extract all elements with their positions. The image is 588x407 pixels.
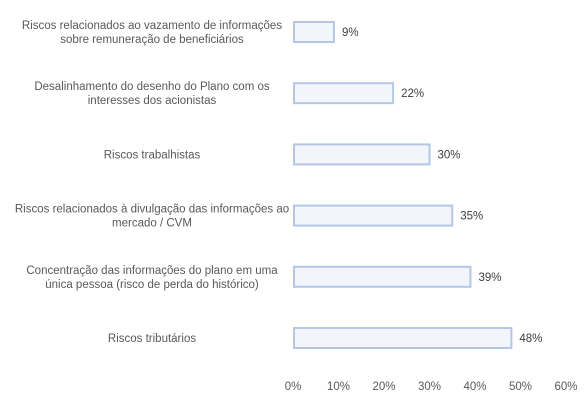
- x-tick-label: 60%: [554, 381, 577, 393]
- value-label: 35%: [460, 211, 483, 223]
- category-label-line: única pessoa (risco de perda do históric…: [45, 279, 259, 291]
- category-label-line: interesses dos acionistas: [88, 95, 217, 107]
- bar-3: [293, 204, 454, 227]
- category-labels: Riscos relacionados ao vazamento de info…: [15, 20, 289, 345]
- bar-5: [293, 327, 513, 349]
- category-label-line: Riscos relacionados à divulgação das inf…: [15, 204, 289, 216]
- category-label: Concentração das informações do plano em…: [26, 265, 278, 291]
- value-label: 30%: [438, 149, 461, 161]
- category-label-line: mercado / CVM: [112, 218, 192, 230]
- category-label-line: Concentração das informações do plano em…: [26, 265, 278, 277]
- x-tick-label: 30%: [418, 381, 441, 393]
- x-axis-tick-labels: 0% 10% 20% 30% 40% 50% 60%: [285, 381, 578, 393]
- bar-1: [293, 82, 395, 105]
- bar-2: [293, 143, 431, 166]
- category-label: Riscos trabalhistas: [104, 149, 201, 161]
- value-labels: 9% 22% 30% 35% 39% 48%: [342, 27, 542, 345]
- category-label-line: Riscos tributários: [108, 333, 196, 345]
- x-tick-label: 10%: [327, 381, 350, 393]
- category-label-line: sobre remuneração de beneficiários: [60, 34, 244, 46]
- bar-0: [293, 21, 335, 43]
- category-label: Desalinhamento do desenho do Plano com o…: [34, 81, 270, 107]
- value-label: 48%: [519, 333, 542, 345]
- value-label: 22%: [401, 88, 424, 100]
- value-label: 39%: [478, 272, 501, 284]
- bars-group: [293, 21, 513, 349]
- x-tick-label: 0%: [285, 381, 302, 393]
- category-label: Riscos tributários: [108, 333, 196, 345]
- category-label-line: Riscos trabalhistas: [104, 149, 201, 161]
- category-label: Riscos relacionados ao vazamento de info…: [22, 20, 282, 46]
- category-label: Riscos relacionados à divulgação das inf…: [15, 204, 289, 230]
- x-tick-label: 20%: [372, 381, 395, 393]
- category-label-line: Desalinhamento do desenho do Plano com o…: [34, 81, 270, 93]
- value-label: 9%: [342, 27, 359, 39]
- bar-4: [293, 265, 472, 288]
- x-tick-label: 50%: [509, 381, 532, 393]
- x-tick-label: 40%: [463, 381, 486, 393]
- category-label-line: Riscos relacionados ao vazamento de info…: [22, 20, 282, 32]
